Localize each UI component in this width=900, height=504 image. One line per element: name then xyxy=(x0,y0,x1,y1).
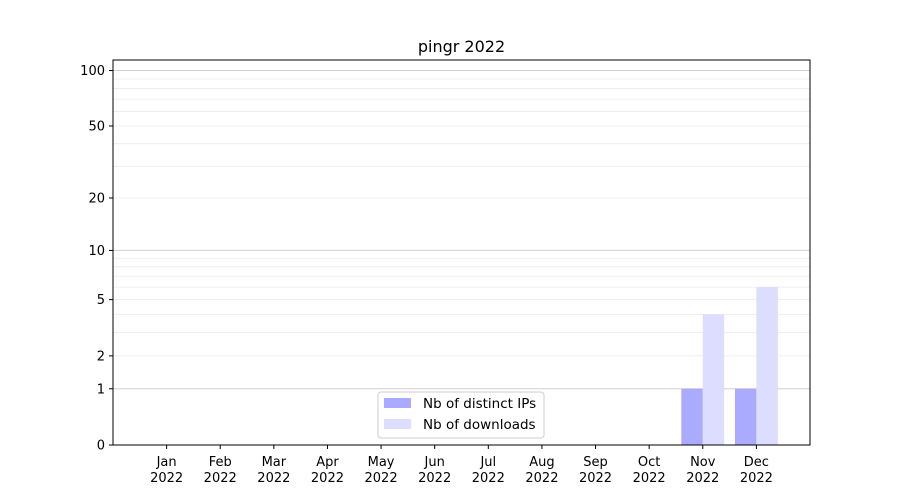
x-tick-label: Jun 2022 xyxy=(418,455,451,486)
x-tick-label: Feb 2022 xyxy=(204,455,237,486)
x-tick-label: Jan 2022 xyxy=(150,455,183,486)
y-tick-label: 0 xyxy=(97,439,105,454)
legend-label-downloads: Nb of downloads xyxy=(423,417,536,433)
bar-distinct-ips xyxy=(681,388,703,445)
x-tick-label: Nov 2022 xyxy=(686,455,719,486)
x-tick-label: Jul 2022 xyxy=(472,455,505,486)
y-tick-label: 50 xyxy=(88,119,105,134)
bar-distinct-ips xyxy=(734,388,757,445)
y-tick-label: 20 xyxy=(88,191,105,206)
legend: Nb of distinct IPs Nb of downloads xyxy=(377,391,545,439)
y-tick-label: 100 xyxy=(80,64,105,79)
y-tick-label: 1 xyxy=(97,382,105,397)
legend-swatch-downloads xyxy=(384,419,411,429)
x-tick-label: Dec 2022 xyxy=(740,455,773,486)
x-tick-label: Oct 2022 xyxy=(633,455,666,486)
y-tick-label: 2 xyxy=(97,349,105,364)
y-tick-label: 10 xyxy=(88,244,105,259)
bar-downloads xyxy=(756,287,778,445)
x-tick-label: Aug 2022 xyxy=(525,455,558,486)
legend-label-distinct-ips: Nb of distinct IPs xyxy=(423,396,536,412)
y-tick-label: 5 xyxy=(97,293,105,308)
x-tick-label: May 2022 xyxy=(365,455,398,486)
x-tick-label: Mar 2022 xyxy=(257,455,290,486)
x-tick-label: Sep 2022 xyxy=(579,455,612,486)
chart-title: pingr 2022 xyxy=(418,37,505,56)
x-tick-label: Apr 2022 xyxy=(311,455,344,486)
bar-downloads xyxy=(702,314,725,445)
plot-frame xyxy=(112,59,811,446)
legend-swatch-distinct-ips xyxy=(384,398,411,408)
